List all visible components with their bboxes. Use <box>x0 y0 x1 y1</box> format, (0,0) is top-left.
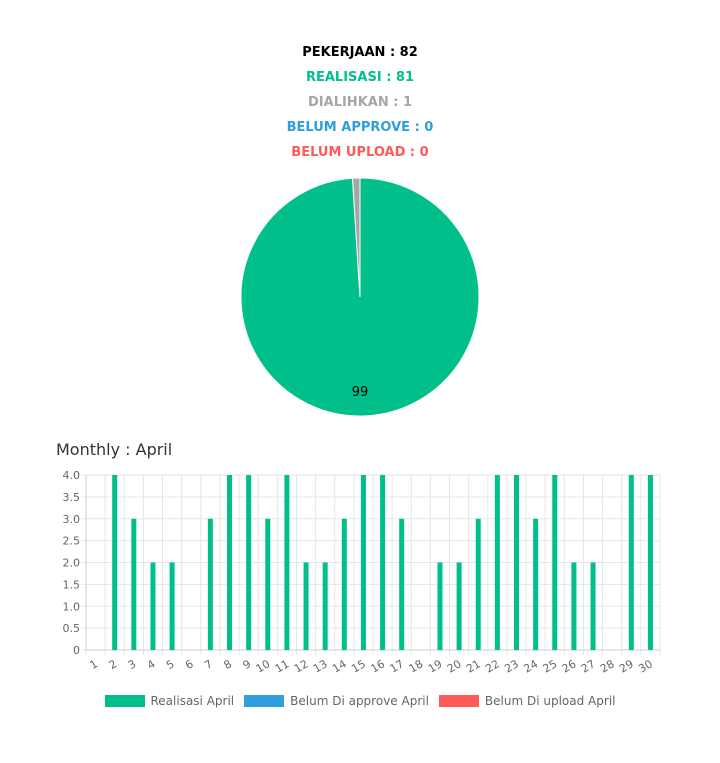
bar[interactable] <box>112 475 118 650</box>
bar[interactable] <box>590 562 596 651</box>
x-tick-label: 26 <box>560 657 579 675</box>
y-tick-label: 2.5 <box>63 535 81 548</box>
x-tick-label: 5 <box>164 657 177 672</box>
stat-dialihkan: DIALIHKAN : 1 <box>308 95 412 110</box>
y-tick-label: 1.5 <box>63 578 81 591</box>
x-tick-label: 16 <box>368 657 387 675</box>
stat-belum-approve: BELUM APPROVE : 0 <box>286 120 434 135</box>
x-tick-label: 21 <box>464 657 483 675</box>
y-tick-label: 3.0 <box>63 513 81 526</box>
bar[interactable] <box>552 475 558 650</box>
bar[interactable] <box>533 518 539 650</box>
bar[interactable] <box>150 562 156 651</box>
bar[interactable] <box>227 475 232 650</box>
x-tick-label: 13 <box>311 657 330 675</box>
bar[interactable] <box>341 518 347 650</box>
bar[interactable] <box>475 518 481 650</box>
pie-slice-label: 99 <box>352 385 369 400</box>
bar[interactable] <box>399 518 405 650</box>
x-tick-label: 30 <box>636 657 655 675</box>
x-tick-label: 12 <box>292 657 311 675</box>
bar[interactable] <box>514 475 519 650</box>
legend-item-belum-upload[interactable]: Belum Di upload April <box>438 694 616 708</box>
x-tick-label: 7 <box>202 657 215 672</box>
y-tick-label: 0.5 <box>63 622 81 635</box>
legend-label-belum-approve: Belum Di approve April <box>290 694 429 708</box>
pie-chart: 99 <box>240 177 480 417</box>
chart-legend: Realisasi April Belum Di approve April B… <box>0 694 720 708</box>
x-tick-label: 20 <box>445 657 464 675</box>
x-tick-label: 8 <box>221 657 234 672</box>
bar-chart: 00.51.01.52.02.53.03.54.01 2 3 4 5 6 7 8 9 10 11 12… <box>63 469 661 676</box>
x-tick-label: 18 <box>407 657 426 675</box>
pie-slice[interactable] <box>351 177 361 298</box>
x-tick-label: 17 <box>388 657 407 675</box>
bar[interactable] <box>571 562 577 651</box>
legend-item-realisasi[interactable]: Realisasi April <box>104 694 235 708</box>
bar[interactable] <box>322 562 328 651</box>
x-tick-label: 4 <box>145 657 158 672</box>
x-tick-label: 19 <box>426 657 445 675</box>
summary-panel: PEKERJAAN : 82 REALISASI : 81 DIALIHKAN … <box>0 40 720 165</box>
x-tick-label: 24 <box>522 657 541 675</box>
legend-swatch-belum-upload <box>438 695 479 707</box>
legend-item-belum-approve[interactable]: Belum Di approve April <box>244 694 429 708</box>
y-tick-label: 4.0 <box>63 469 81 482</box>
monthly-chart-title: Monthly : April <box>56 440 173 459</box>
bar[interactable] <box>207 518 213 650</box>
x-tick-label: 27 <box>579 657 598 675</box>
bar[interactable] <box>437 562 443 651</box>
legend-swatch-realisasi <box>104 695 145 707</box>
legend-swatch-belum-approve <box>244 695 285 707</box>
x-tick-label: 11 <box>273 657 292 675</box>
x-tick-label: 2 <box>107 657 120 672</box>
y-tick-label: 1.0 <box>63 600 81 613</box>
bar[interactable] <box>647 475 653 650</box>
x-tick-label: 29 <box>617 657 636 675</box>
x-tick-label: 10 <box>254 657 273 675</box>
y-tick-label: 2.0 <box>63 557 81 570</box>
x-tick-label: 6 <box>183 657 196 672</box>
bar[interactable] <box>284 475 290 650</box>
x-tick-label: 15 <box>349 657 368 675</box>
bar[interactable] <box>265 518 271 650</box>
y-tick-label: 3.5 <box>63 491 81 504</box>
bar[interactable] <box>628 475 634 650</box>
y-tick-label: 0 <box>73 644 80 657</box>
x-tick-label: 1 <box>88 657 101 672</box>
x-tick-label: 14 <box>330 657 349 675</box>
stat-belum-upload: BELUM UPLOAD : 0 <box>291 145 429 160</box>
bar[interactable] <box>246 475 252 650</box>
bar[interactable] <box>494 475 500 650</box>
bar[interactable] <box>303 562 309 651</box>
bar[interactable] <box>360 475 366 650</box>
bar[interactable] <box>456 562 462 651</box>
x-tick-label: 3 <box>126 657 139 672</box>
x-tick-label: 9 <box>241 657 254 672</box>
x-tick-label: 22 <box>483 657 502 675</box>
bar[interactable] <box>131 518 137 650</box>
x-tick-label: 25 <box>541 657 560 675</box>
bar[interactable] <box>169 562 175 651</box>
legend-label-realisasi: Realisasi April <box>150 694 235 708</box>
bar[interactable] <box>380 475 386 650</box>
x-tick-label: 23 <box>502 657 521 675</box>
x-tick-label: 28 <box>598 657 617 675</box>
legend-label-belum-upload: Belum Di upload April <box>484 694 616 708</box>
stat-pekerjaan: PEKERJAAN : 82 <box>302 45 418 60</box>
stat-realisasi: REALISASI : 81 <box>305 70 415 85</box>
